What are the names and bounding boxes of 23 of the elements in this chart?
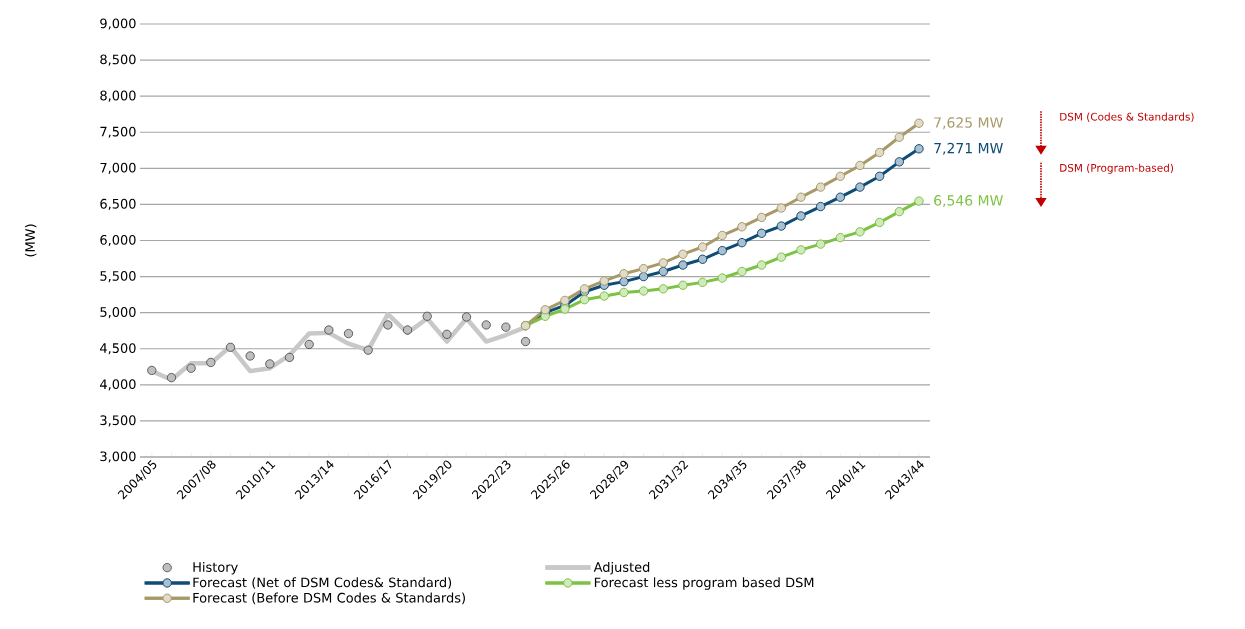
annotation: 6,546 MW [934, 195, 1003, 208]
annotation: 7,625 MW [934, 117, 1003, 130]
text: DSM (Codes & Standards) [1060, 112, 1194, 122]
y-tick-label: 8,000 [100, 90, 136, 102]
y-tick-label: 3,500 [100, 415, 136, 427]
y-tick-label: 4,500 [100, 343, 136, 355]
y-tick-label: 7,000 [100, 162, 136, 174]
y-tick-label: 9,000 [100, 18, 136, 30]
legend-label: Adjusted [593, 561, 650, 575]
y-tick-label: 4,000 [100, 379, 136, 391]
annotation: 7,271 MW [934, 142, 1003, 155]
y-tick-label: 8,500 [100, 54, 136, 66]
y-tick-label: 5,500 [100, 271, 136, 283]
legend-label: Forecast (Before DSM Codes & Standards) [193, 592, 465, 605]
y-tick-label: 7,500 [100, 126, 136, 138]
legend-label: Forecast less program based DSM [594, 577, 814, 590]
text: DSM (Program-based) [1060, 163, 1174, 174]
legend-label: Forecast (Net of DSM Codes& Standard) [193, 577, 452, 589]
y-tick-label: 5,000 [100, 307, 136, 319]
y-axis-title: (MW) [24, 224, 37, 257]
y-tick-label: 6,000 [100, 234, 136, 247]
y-tick-label: 6,500 [100, 198, 136, 210]
legend-label: History [193, 561, 238, 575]
